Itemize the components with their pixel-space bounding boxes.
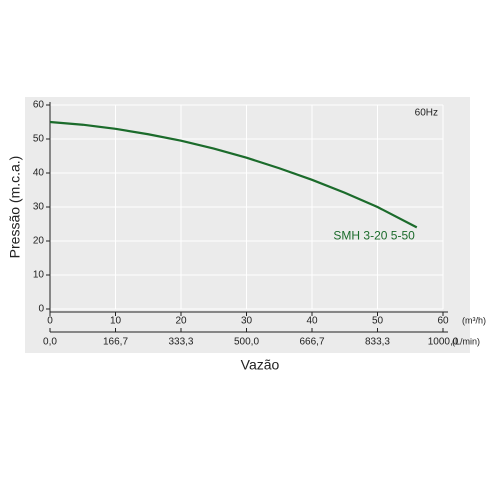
x-tick-label: 60	[437, 316, 449, 327]
x2-tick-label: 833,3	[365, 337, 390, 348]
series-label: SMH 3-20 5-50	[333, 229, 415, 243]
x2-unit: (L/min)	[452, 336, 480, 346]
x2-tick-label: 1000,0	[428, 337, 459, 348]
annotation: 60Hz	[415, 108, 438, 119]
y-tick-label: 0	[38, 304, 44, 315]
x-tick-label: 0	[47, 316, 53, 327]
y-tick-label: 50	[33, 134, 45, 145]
y-tick-label: 30	[33, 202, 45, 213]
x-axis-title: Vazão	[241, 357, 280, 373]
y-tick-label: 20	[33, 236, 45, 247]
y-tick-label: 40	[33, 168, 45, 179]
x2-tick-label: 0,0	[43, 337, 57, 348]
x2-tick-label: 166,7	[103, 337, 128, 348]
y-axis-title: Pressão (m.c.a.)	[7, 156, 23, 259]
x2-tick-label: 666,7	[299, 337, 324, 348]
x2-tick-label: 333,3	[168, 337, 193, 348]
x-tick-label: 40	[306, 316, 318, 327]
x-tick-label: 50	[372, 316, 384, 327]
x-tick-label: 20	[175, 316, 187, 327]
x-tick-label: 10	[110, 316, 122, 327]
y-tick-label: 60	[33, 100, 45, 111]
x2-tick-label: 500,0	[234, 337, 259, 348]
plot-background	[25, 97, 470, 353]
x-unit: (m³/h)	[462, 315, 486, 325]
y-tick-label: 10	[33, 270, 45, 281]
x-tick-label: 30	[241, 316, 253, 327]
series-line	[49, 120, 418, 229]
